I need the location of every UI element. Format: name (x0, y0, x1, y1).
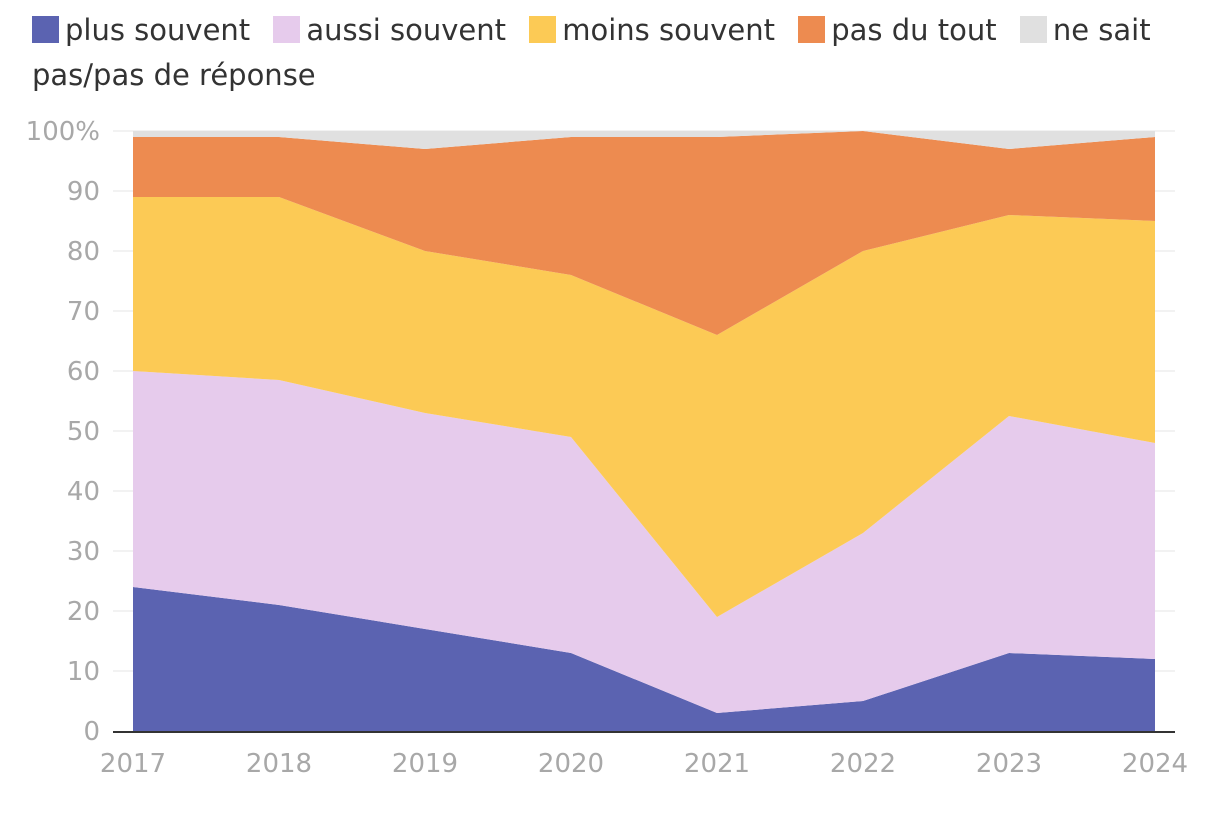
legend-label-plus-souvent: plus souvent (65, 13, 251, 47)
area-moins[interactable] (133, 197, 1155, 617)
x-tick-2024: 2024 (1122, 749, 1188, 779)
y-tick-100: 100% (26, 117, 100, 147)
y-tick-60: 60 (67, 357, 100, 387)
y-tick-30: 30 (67, 537, 100, 567)
area-nsp[interactable] (133, 131, 1155, 149)
legend-item-pas-du-tout[interactable]: pas du tout (798, 13, 997, 47)
legend-swatch-pas-du-tout (798, 16, 826, 43)
y-tick-20: 20 (67, 597, 100, 627)
x-axis-ticks: 2017 2018 2019 2020 2021 2022 2023 2024 (100, 749, 1188, 779)
y-tick-80: 80 (67, 237, 100, 267)
x-tick-2022: 2022 (830, 749, 896, 779)
legend-label-pas-du-tout: pas du tout (831, 13, 997, 47)
y-tick-0: 0 (83, 717, 100, 747)
legend-swatch-aussi-souvent (273, 16, 301, 43)
area-pasdutout[interactable] (133, 131, 1155, 335)
legend-swatch-ne-sait-pas (1019, 16, 1047, 43)
legend-item-moins-souvent[interactable]: moins souvent (529, 13, 775, 47)
x-tick-2020: 2020 (538, 749, 604, 779)
legend-swatch-moins-souvent (529, 16, 557, 43)
legend-label-moins-souvent: moins souvent (562, 13, 775, 47)
y-tick-40: 40 (67, 477, 100, 507)
x-tick-2021: 2021 (684, 749, 750, 779)
y-tick-70: 70 (67, 297, 100, 327)
y-tick-90: 90 (67, 177, 100, 207)
legend-item-ne-sait-pas[interactable]: ne sait pas/pas de réponse (32, 13, 1151, 92)
y-tick-50: 50 (67, 417, 100, 447)
legend-item-plus-souvent[interactable]: plus souvent (32, 13, 250, 47)
legend: plus souvent aussi souvent moins souvent… (32, 8, 1182, 98)
legend-swatch-plus-souvent (32, 16, 59, 43)
legend-item-aussi-souvent[interactable]: aussi souvent (273, 13, 506, 47)
legend-label-ne-sait-pas: ne sait pas/pas de réponse (32, 13, 1151, 92)
x-tick-2023: 2023 (976, 749, 1042, 779)
area-series (133, 131, 1155, 731)
y-tick-10: 10 (67, 657, 100, 687)
x-tick-2018: 2018 (246, 749, 312, 779)
legend-label-aussi-souvent: aussi souvent (306, 13, 507, 47)
x-tick-2019: 2019 (392, 749, 458, 779)
area-aussi[interactable] (133, 371, 1155, 713)
y-axis-ticks: 0 10 20 30 40 50 60 70 80 90 100% (26, 117, 100, 747)
x-tick-2017: 2017 (100, 749, 166, 779)
